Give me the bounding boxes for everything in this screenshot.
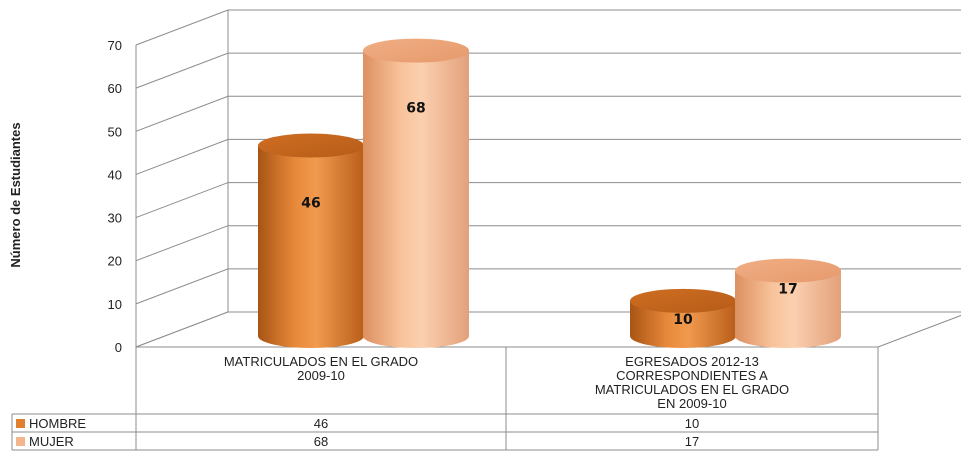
legend-label-hombre: HOMBRE <box>29 416 86 431</box>
data-label: 46 <box>301 196 320 212</box>
y-tick-label: 70 <box>108 38 122 53</box>
gridline <box>135 52 961 89</box>
bars-layer: 46 10 68 17 <box>258 38 841 348</box>
cylinder-body <box>363 50 469 348</box>
x-category-label: EGRESADOS 2012-13 CORRESPONDIENTES A MATRI… <box>595 354 789 411</box>
cylinder-body <box>258 145 364 348</box>
table-value: 10 <box>685 416 699 431</box>
bar-hombre-1: 46 <box>258 133 364 348</box>
y-tick-label: 30 <box>108 211 122 226</box>
legend-label-mujer: MUJER <box>29 434 74 449</box>
y-tick-label: 50 <box>108 124 122 139</box>
cylinder-top <box>363 38 469 63</box>
bar-mujer-1: 68 <box>363 38 469 348</box>
x-category-label: MATRICULADOS EN EL GRADO 2009-10 <box>224 354 418 383</box>
cylinder-body <box>735 270 841 348</box>
table-value: 17 <box>685 434 699 449</box>
data-label: 68 <box>406 101 425 117</box>
bar-hombre-2: 10 <box>630 288 736 348</box>
data-label: 10 <box>673 312 693 328</box>
y-tick-label: 0 <box>115 340 122 355</box>
cylinder-top <box>735 258 841 283</box>
y-axis-label: Número de Estudiantes <box>8 122 23 268</box>
cylinder-top <box>258 133 364 158</box>
y-tick-label: 10 <box>108 297 122 312</box>
table-value: 46 <box>314 416 328 431</box>
y-tick-label: 20 <box>108 254 122 269</box>
cylinder-top <box>630 288 736 313</box>
bar-mujer-2: 17 <box>735 258 841 348</box>
legend-swatch-mujer <box>16 437 25 446</box>
y-tick-label: 60 <box>108 81 122 96</box>
gridline <box>135 95 961 132</box>
data-table: MATRICULADOS EN EL GRADO 2009-10 EGRESADOS… <box>11 347 879 451</box>
y-tick-label: 40 <box>108 167 122 182</box>
legend-swatch-hombre <box>16 419 25 428</box>
table-value: 68 <box>314 434 328 449</box>
gridline <box>135 9 961 46</box>
cylinder-body <box>630 300 736 348</box>
data-label: 17 <box>778 282 797 298</box>
